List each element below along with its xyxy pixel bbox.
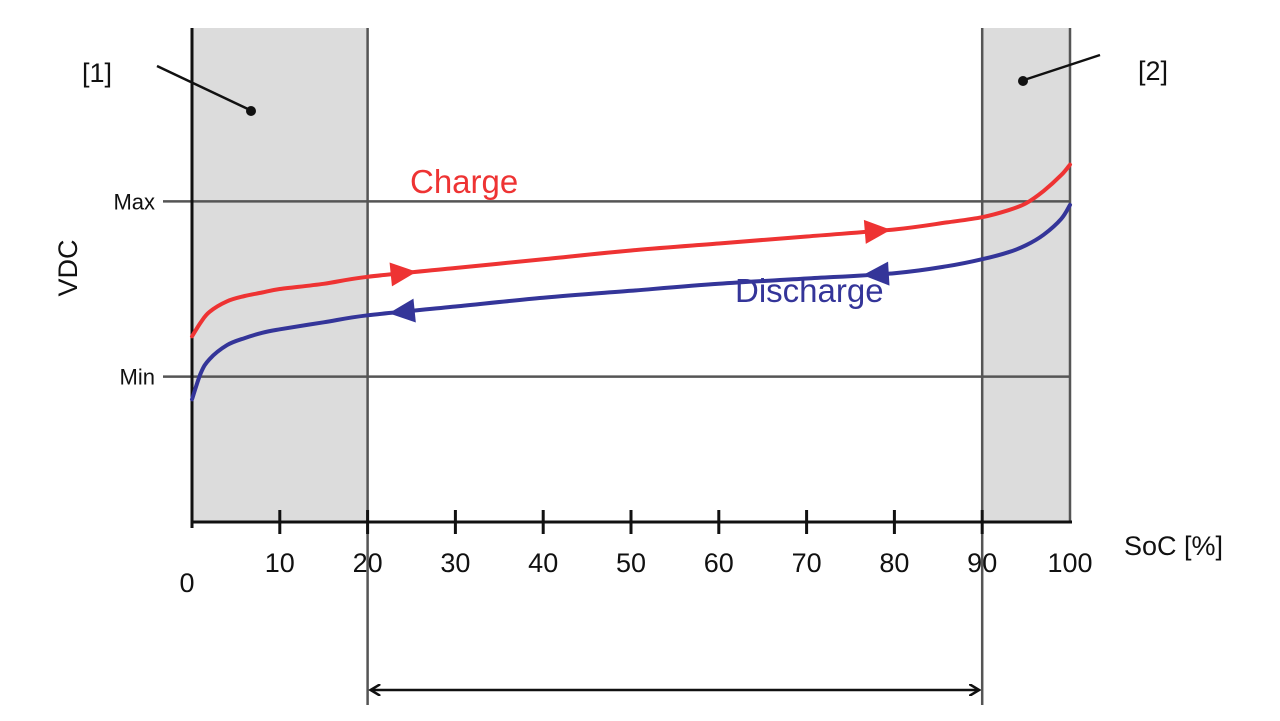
callout-label-2: [2] xyxy=(1138,56,1168,86)
x-tick-label-40: 40 xyxy=(528,548,558,578)
arrowhead-charge-2 xyxy=(863,219,891,244)
arrowhead-discharge-2 xyxy=(862,261,890,286)
callout-leader-2 xyxy=(1023,53,1101,82)
series-label-charge: Charge xyxy=(410,163,518,200)
x-tick-label-60: 60 xyxy=(704,548,734,578)
series-line-charge xyxy=(190,162,1072,339)
max-level-label: Max xyxy=(113,189,155,214)
callout-dot-1 xyxy=(246,106,256,116)
callout-label-1: [1] xyxy=(82,58,112,88)
x-tick-label-70: 70 xyxy=(792,548,822,578)
arrowhead-charge-1 xyxy=(389,262,417,287)
series-label-discharge: Discharge xyxy=(735,272,884,309)
x-tick-label-100: 100 xyxy=(1047,548,1092,578)
x-tick-label-0: 0 xyxy=(179,568,194,598)
x-tick-label-50: 50 xyxy=(616,548,646,578)
x-tick-label-80: 80 xyxy=(879,548,909,578)
x-tick-label-10: 10 xyxy=(265,548,295,578)
y-axis-title: VDC xyxy=(53,239,83,296)
min-level-label: Min xyxy=(120,365,155,390)
callout-dot-2 xyxy=(1018,76,1028,86)
x-tick-label-90: 90 xyxy=(967,548,997,578)
series-line-discharge xyxy=(190,202,1072,402)
x-tick-label-30: 30 xyxy=(440,548,470,578)
x-axis-title: SoC [%] xyxy=(1124,531,1223,561)
shaded-region-1 xyxy=(192,28,368,522)
x-tick-label-20: 20 xyxy=(353,548,383,578)
arrowhead-discharge-1 xyxy=(388,298,416,323)
shaded-region-2 xyxy=(982,28,1070,522)
callout-leader-1 xyxy=(156,64,251,112)
